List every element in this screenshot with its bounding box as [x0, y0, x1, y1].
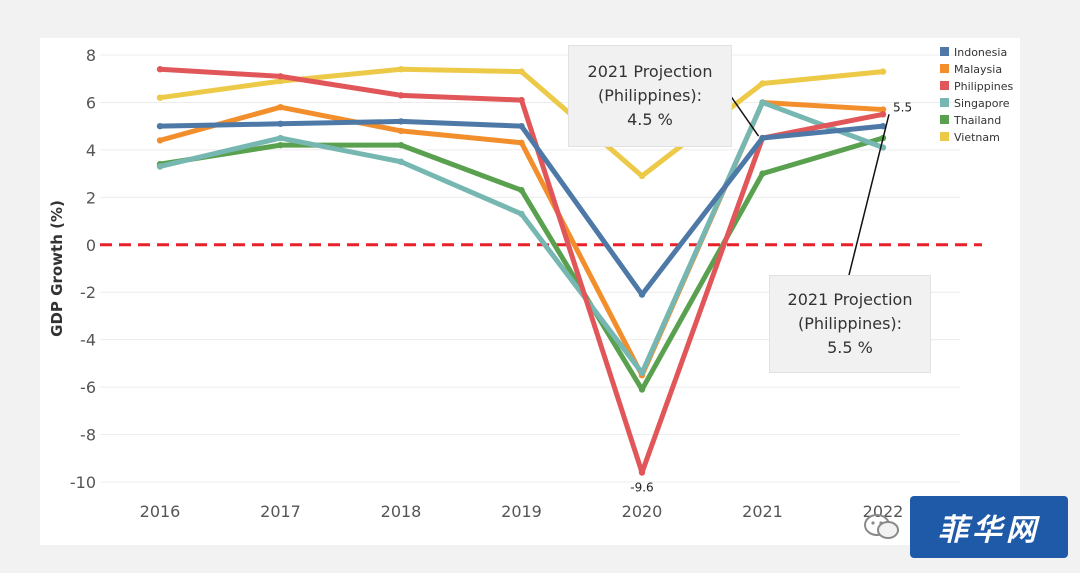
y-tick-label: 2 [86, 188, 96, 207]
data-point-thailand [397, 141, 405, 149]
data-point-philippines [638, 469, 646, 476]
y-tick-label: -4 [80, 331, 96, 350]
data-point-malaysia [397, 127, 405, 135]
y-axis-title: GDP Growth (%) [48, 200, 66, 337]
x-tick-label: 2019 [501, 502, 542, 521]
data-point-singapore [156, 163, 164, 170]
data-point-singapore [277, 134, 284, 142]
y-tick-label: 4 [86, 141, 96, 160]
y-tick-label: -10 [70, 473, 96, 492]
data-point-philippines [277, 73, 284, 80]
y-tick-label: -8 [80, 426, 96, 445]
data-point-singapore [397, 158, 405, 165]
annotation-line: (Philippines): [797, 314, 903, 333]
legend-swatch-malaysia [940, 64, 949, 73]
annotation-pointer [729, 94, 760, 137]
data-point-vietnam [759, 80, 766, 87]
data-point-singapore [518, 210, 525, 218]
data-point-vietnam [156, 94, 164, 101]
chart-card: 8 6 4 2 0 -2 -4 -6 -8 -10 2016 2017 2018 2019 2020 202… [40, 38, 1020, 545]
data-point-philippines [879, 111, 887, 118]
y-tick-label: 8 [86, 46, 96, 65]
legend-label-thailand: Thailand [953, 114, 1001, 127]
data-label: -9.6 [630, 481, 653, 495]
data-point-philippines [156, 66, 164, 73]
data-point-malaysia [277, 103, 284, 111]
x-tick-label: 2020 [622, 502, 663, 521]
x-tick-label: 2017 [260, 502, 301, 521]
annotation-pointers [729, 94, 890, 276]
y-tick-label: -2 [80, 283, 96, 302]
annotation-line: 5.5 % [827, 338, 873, 357]
x-tick-label: 2016 [140, 502, 181, 521]
watermark-logo: 菲华网 [910, 496, 1068, 558]
gdp-growth-chart: 8 6 4 2 0 -2 -4 -6 -8 -10 2016 2017 2018 2019 2020 202… [48, 46, 1014, 521]
legend-label-philippines: Philippines [954, 80, 1014, 93]
data-point-malaysia [879, 106, 887, 113]
legend-label-singapore: Singapore [954, 97, 1010, 110]
annotation-line: 4.5 % [627, 110, 673, 129]
data-point-vietnam [397, 66, 405, 73]
data-point-singapore [638, 369, 646, 377]
data-point-thailand [759, 170, 766, 177]
data-point-thailand [518, 187, 525, 194]
data-point-vietnam [518, 68, 525, 75]
data-point-indonesia [156, 122, 164, 130]
data-point-philippines [518, 96, 525, 104]
y-tick-label: -6 [80, 378, 96, 397]
data-point-thailand [638, 386, 646, 393]
legend-label-malaysia: Malaysia [954, 63, 1002, 76]
data-point-singapore [759, 99, 766, 106]
data-point-malaysia [156, 137, 164, 144]
x-tick-label: 2021 [742, 502, 783, 521]
wechat-icon [864, 514, 899, 539]
legend-swatch-singapore [940, 98, 949, 107]
y-axis-ticks: 8 6 4 2 0 -2 -4 -6 -8 -10 [70, 46, 96, 492]
legend-swatch-philippines [940, 81, 949, 90]
data-labels: -9.6 5.5 [630, 100, 912, 494]
legend-swatch-vietnam [940, 132, 949, 141]
annotation-2021-projection-5-5: 2021 Projection (Philippines): 5.5 % [769, 275, 931, 373]
data-point-indonesia [759, 134, 766, 142]
data-point-indonesia [879, 122, 887, 130]
legend-label-vietnam: Vietnam [954, 131, 1000, 144]
data-point-vietnam [879, 68, 887, 75]
legend-label-indonesia: Indonesia [954, 46, 1007, 59]
series-lines [156, 66, 887, 476]
annotation-line: (Philippines): [597, 86, 703, 105]
data-point-indonesia [277, 120, 284, 127]
data-point-malaysia [518, 139, 525, 146]
x-tick-label: 2018 [381, 502, 422, 521]
data-point-indonesia [638, 291, 646, 298]
annotation-2021-projection-4-5: 2021 Projection (Philippines): 4.5 % [568, 45, 732, 147]
data-point-thailand [277, 141, 284, 149]
y-tick-label: 0 [86, 236, 96, 255]
annotation-line: 2021 Projection [587, 62, 713, 81]
data-label: 5.5 [893, 100, 912, 114]
legend-swatch-indonesia [940, 47, 949, 56]
data-point-vietnam [277, 77, 284, 85]
y-tick-label: 6 [86, 93, 96, 112]
x-axis-ticks: 2016 2017 2018 2019 2020 2021 2022 [140, 502, 904, 521]
data-point-indonesia [397, 118, 405, 125]
data-point-philippines [397, 92, 405, 99]
legend-swatch-thailand [940, 115, 949, 124]
data-point-indonesia [518, 122, 525, 130]
annotation-line: 2021 Projection [787, 290, 913, 309]
legend: Indonesia Malaysia Philippines Singapore Tha… [940, 46, 1014, 144]
data-point-vietnam [638, 172, 646, 180]
annotation-pointer [848, 114, 890, 276]
